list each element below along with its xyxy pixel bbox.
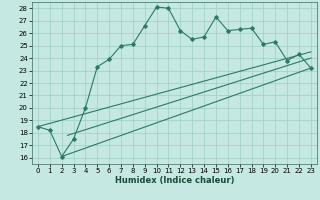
X-axis label: Humidex (Indice chaleur): Humidex (Indice chaleur)	[115, 176, 234, 185]
